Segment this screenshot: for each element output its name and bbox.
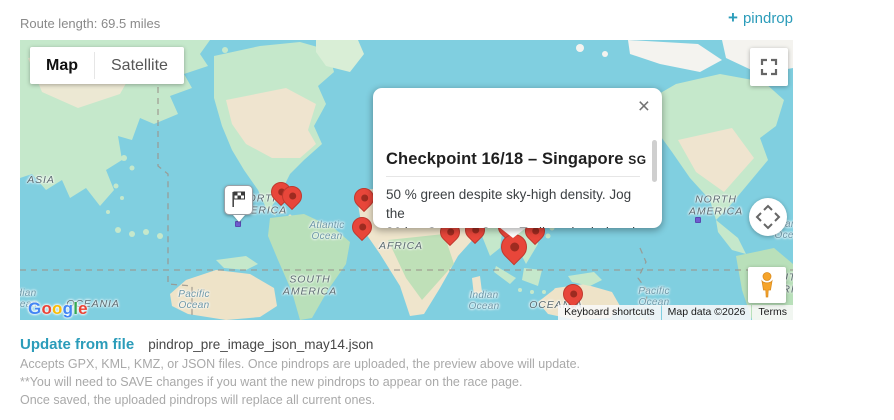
terms-link[interactable]: Terms bbox=[752, 305, 793, 320]
update-from-file-link[interactable]: Update from file bbox=[20, 336, 135, 353]
map-type-map-button[interactable]: Map bbox=[46, 56, 78, 74]
ocean-label: Pacific Ocean bbox=[178, 288, 210, 311]
google-logo[interactable]: Google bbox=[28, 299, 88, 319]
ocean-label: Pacific Ocean bbox=[638, 285, 670, 308]
google-logo-letter: o bbox=[52, 299, 63, 318]
popup-scrollbar[interactable] bbox=[652, 140, 657, 182]
pan-arrows-icon bbox=[755, 204, 781, 230]
map-type-divider bbox=[94, 52, 95, 79]
popup-pointer bbox=[499, 227, 527, 238]
continent-label: AFRICA bbox=[379, 240, 423, 253]
waypoint-dot[interactable] bbox=[695, 217, 701, 223]
plus-icon: + bbox=[728, 8, 738, 27]
map-type-control: Map Satellite bbox=[30, 47, 184, 84]
upload-note: Accepts GPX, KML, KMZ, or JSON files. On… bbox=[20, 356, 580, 371]
google-logo-letter: e bbox=[78, 299, 88, 318]
map-attribution: Keyboard shortcuts Map data ©2026 Terms bbox=[557, 305, 793, 320]
country-code: SG bbox=[628, 153, 647, 167]
upload-note: **You will need to SAVE changes if you w… bbox=[20, 374, 523, 389]
upload-note: Once saved, the uploaded pindrops will r… bbox=[20, 392, 376, 407]
google-logo-letter: l bbox=[73, 299, 79, 318]
google-logo-letter: G bbox=[28, 299, 42, 318]
checkered-flag-icon bbox=[232, 191, 245, 207]
map-data-label: Map data ©2026 bbox=[661, 305, 752, 320]
pegman-icon bbox=[761, 272, 773, 298]
route-length-label: Route length: 69.5 miles bbox=[20, 16, 161, 31]
add-pindrop-label: pindrop bbox=[742, 10, 793, 27]
start-finish-flag-marker[interactable] bbox=[224, 185, 253, 222]
upload-section: Update from file pindrop_pre_image_json_… bbox=[20, 336, 880, 407]
google-logo-letter: o bbox=[41, 299, 53, 318]
checkpoint-info-popup: × Checkpoint 16/18 – Singapore SG 50 % g… bbox=[373, 88, 662, 228]
google-logo-letter: g bbox=[62, 299, 74, 318]
keyboard-shortcuts-button[interactable]: Keyboard shortcuts bbox=[558, 305, 661, 320]
continent-label: ASIA bbox=[27, 174, 55, 187]
close-icon[interactable]: × bbox=[637, 95, 650, 118]
pegman-button[interactable] bbox=[748, 267, 786, 303]
red-map-pin[interactable] bbox=[558, 279, 588, 309]
map-canvas[interactable]: ASIA NORTH AMERICA Atlantic Ocean AFRICA SOUTH… bbox=[20, 40, 793, 320]
marker-pointer bbox=[232, 215, 245, 222]
popup-description: 50 % green despite sky-high density. Jog… bbox=[386, 187, 639, 228]
continent-label: OCEANIA bbox=[529, 299, 583, 312]
popup-title: Checkpoint 16/18 – Singapore SG bbox=[386, 150, 647, 168]
continent-label: OCEANIA bbox=[66, 298, 120, 311]
continent-label: NORTH AMERICA bbox=[232, 192, 288, 216]
pan-control[interactable] bbox=[749, 198, 787, 236]
popup-divider bbox=[386, 176, 640, 177]
map-type-satellite-button[interactable]: Satellite bbox=[111, 56, 168, 74]
red-map-pin[interactable] bbox=[347, 212, 377, 242]
fullscreen-icon bbox=[760, 58, 778, 76]
uploaded-filename: pindrop_pre_image_json_may14.json bbox=[148, 337, 374, 352]
fullscreen-button[interactable] bbox=[750, 48, 788, 86]
add-pindrop-link[interactable]: + pindrop bbox=[728, 8, 793, 28]
continent-label: NORTH AMERICA bbox=[688, 193, 744, 217]
